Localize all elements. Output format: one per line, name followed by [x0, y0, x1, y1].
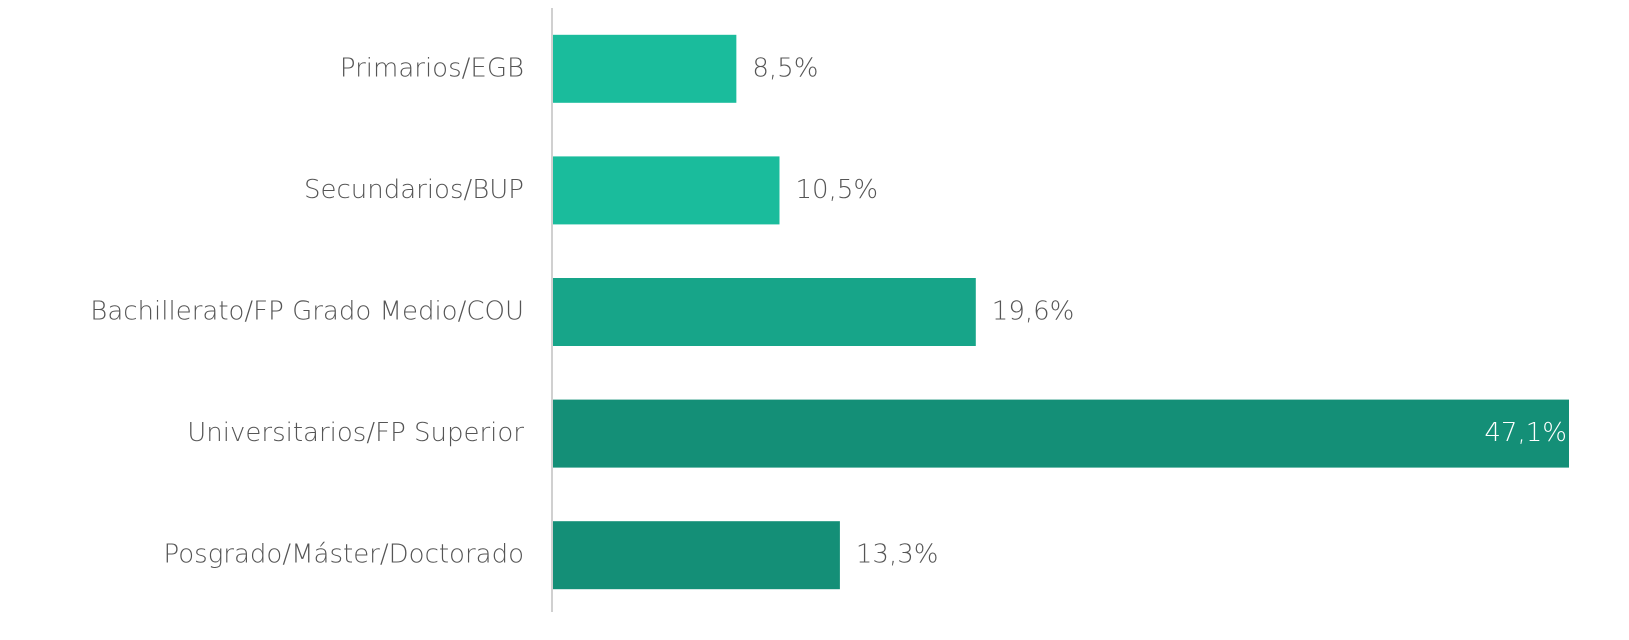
category-label: Bachillerato/FP Grado Medio/COU — [90, 297, 524, 327]
category-label: Primarios/EGB — [340, 53, 524, 83]
value-label: 10,5% — [795, 175, 878, 205]
value-label: 13,3% — [856, 540, 939, 570]
value-label: 8,5% — [752, 53, 818, 83]
bar — [553, 156, 780, 225]
value-label: 47,1% — [1484, 418, 1567, 448]
bar — [553, 521, 840, 590]
bar — [553, 34, 737, 103]
category-label: Posgrado/Máster/Doctorado — [163, 540, 524, 570]
value-label: 19,6% — [992, 297, 1075, 327]
category-label: Secundarios/BUP — [304, 175, 524, 205]
bar — [553, 399, 1569, 468]
category-label: Universitarios/FP Superior — [187, 418, 524, 448]
bar — [553, 278, 976, 346]
